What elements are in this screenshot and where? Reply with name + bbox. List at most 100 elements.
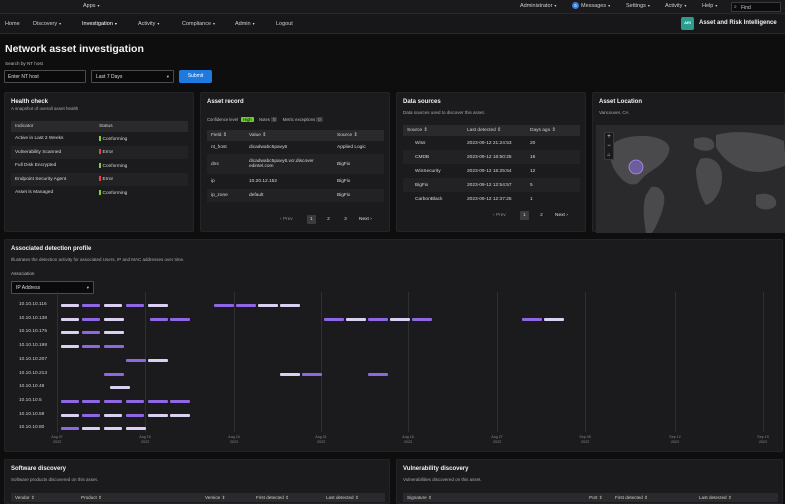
detection-segment[interactable] — [368, 317, 388, 321]
detection-segment[interactable] — [148, 413, 168, 417]
submit-button[interactable]: Submit — [179, 70, 212, 83]
nav-compliance[interactable]: Compliance ▾ — [182, 21, 216, 27]
notes-count[interactable]: 0 — [271, 117, 278, 122]
apps-menu[interactable]: Apps ▾ — [83, 3, 100, 9]
detection-segment[interactable] — [104, 413, 122, 417]
nav-discovery[interactable]: Discovery ▾ — [33, 21, 62, 27]
nav-investigation[interactable]: Investigation ▾ — [82, 21, 117, 27]
nav-logout[interactable]: Logout — [276, 21, 293, 27]
col-field[interactable]: Field ⇕ — [211, 133, 227, 138]
detection-segment[interactable] — [280, 372, 300, 376]
zoom-in-button[interactable]: + — [607, 134, 611, 140]
administrator-menu[interactable]: Administrator ▾ — [520, 3, 557, 9]
col-source[interactable]: Source ⇕ — [337, 133, 358, 138]
next-button[interactable]: Next › — [359, 217, 372, 222]
detection-segment[interactable] — [148, 358, 168, 362]
help-menu[interactable]: Help ▾ — [702, 3, 718, 9]
detection-segment[interactable] — [258, 304, 278, 307]
detection-segment[interactable] — [104, 399, 122, 403]
detection-segment[interactable] — [150, 317, 168, 321]
detection-segment[interactable] — [82, 345, 100, 349]
detection-segment[interactable] — [214, 304, 234, 307]
detection-segment[interactable] — [170, 317, 190, 321]
detection-segment[interactable] — [170, 413, 190, 417]
metric-count[interactable]: 0 — [316, 117, 323, 122]
detection-segment[interactable] — [104, 427, 122, 431]
detection-segment[interactable] — [368, 372, 388, 376]
next-button[interactable]: Next › — [555, 213, 568, 218]
detection-segment[interactable] — [104, 317, 124, 321]
detection-segment[interactable] — [236, 304, 256, 307]
messages-menu[interactable]: 6 Messages ▾ — [572, 2, 610, 9]
detection-segment[interactable] — [82, 427, 100, 431]
col-vendor[interactable]: Vendor ⇕ — [15, 495, 35, 500]
nav-activity[interactable]: Activity ▾ — [138, 21, 160, 27]
page-2[interactable]: 2 — [327, 217, 330, 222]
settings-menu[interactable]: Settings ▾ — [626, 3, 650, 9]
association-select[interactable]: IP Address ▾ — [11, 281, 94, 294]
detection-segment[interactable] — [522, 317, 542, 321]
detection-segment[interactable] — [61, 399, 79, 403]
col-last-detected[interactable]: Last detected ⇕ — [467, 128, 502, 133]
time-range-select[interactable]: Last 7 Days ▾ — [91, 70, 174, 83]
detection-segment[interactable] — [82, 304, 100, 307]
nt-host-input[interactable]: Enter NT host — [4, 70, 86, 83]
detection-segment[interactable] — [148, 304, 168, 307]
find-input[interactable]: ⌕ Find — [731, 2, 781, 12]
detection-segment[interactable] — [104, 331, 124, 335]
col-last-detected[interactable]: Last detected ⇕ — [699, 495, 732, 500]
col-first-detected[interactable]: First detected ⇕ — [615, 495, 648, 500]
nav-admin[interactable]: Admin ▾ — [235, 21, 255, 27]
col-source[interactable]: Source ⇕ — [407, 128, 428, 133]
col-value[interactable]: Value ⇕ — [249, 133, 267, 138]
detection-segment[interactable] — [104, 304, 122, 307]
detection-segment[interactable] — [126, 427, 146, 431]
detection-segment[interactable] — [302, 372, 322, 376]
detection-segment[interactable] — [170, 399, 190, 403]
detection-segment[interactable] — [82, 317, 100, 321]
col-last-detected[interactable]: Last detected ⇕ — [326, 495, 359, 500]
prev-button[interactable]: ‹ Prev — [493, 213, 506, 218]
page-3[interactable]: 3 — [344, 217, 347, 222]
detection-segment[interactable] — [61, 317, 79, 321]
page-1[interactable]: 1 — [307, 215, 316, 224]
page-1[interactable]: 1 — [520, 211, 529, 220]
reset-view-icon[interactable]: ⌂ — [607, 152, 611, 158]
col-first-detected[interactable]: First detected ⇕ — [256, 495, 289, 500]
detection-segment[interactable] — [104, 345, 124, 349]
col-port[interactable]: Port ⇕ — [589, 495, 603, 500]
detection-segment[interactable] — [82, 331, 100, 335]
prev-button[interactable]: ‹ Prev — [280, 217, 293, 222]
detection-segment[interactable] — [61, 427, 79, 431]
detection-segment[interactable] — [544, 317, 564, 321]
detection-segment[interactable] — [61, 331, 79, 335]
detection-segment[interactable] — [126, 358, 146, 362]
zoom-out-button[interactable]: − — [607, 143, 611, 149]
location-marker[interactable] — [628, 159, 644, 175]
detection-segment[interactable] — [82, 399, 100, 403]
activity-menu[interactable]: Activity ▾ — [665, 3, 687, 9]
col-signature[interactable]: Signature ⇕ — [407, 495, 432, 500]
nav-home[interactable]: Home — [5, 21, 20, 27]
detection-segment[interactable] — [412, 317, 432, 321]
detection-segment[interactable] — [61, 345, 79, 349]
col-version[interactable]: Version ⇕ — [205, 495, 226, 500]
detection-segment[interactable] — [110, 386, 130, 390]
detection-segment[interactable] — [346, 317, 366, 321]
detection-segment[interactable] — [280, 304, 300, 307]
status-cell: Conforming — [99, 186, 188, 200]
location-map[interactable]: + − ⌂ — [596, 125, 785, 233]
col-days-ago[interactable]: Days ago ⇕ — [530, 128, 556, 133]
detection-segment[interactable] — [82, 413, 100, 417]
detection-segment[interactable] — [390, 317, 410, 321]
detection-segment[interactable] — [61, 304, 79, 307]
detection-segment[interactable] — [126, 399, 144, 403]
detection-segment[interactable] — [126, 413, 144, 417]
page-2[interactable]: 2 — [540, 213, 543, 218]
col-product[interactable]: Product ⇕ — [81, 495, 102, 500]
detection-segment[interactable] — [61, 413, 79, 417]
detection-segment[interactable] — [148, 399, 168, 403]
detection-segment[interactable] — [324, 317, 344, 321]
detection-segment[interactable] — [104, 372, 124, 376]
detection-segment[interactable] — [126, 304, 144, 307]
